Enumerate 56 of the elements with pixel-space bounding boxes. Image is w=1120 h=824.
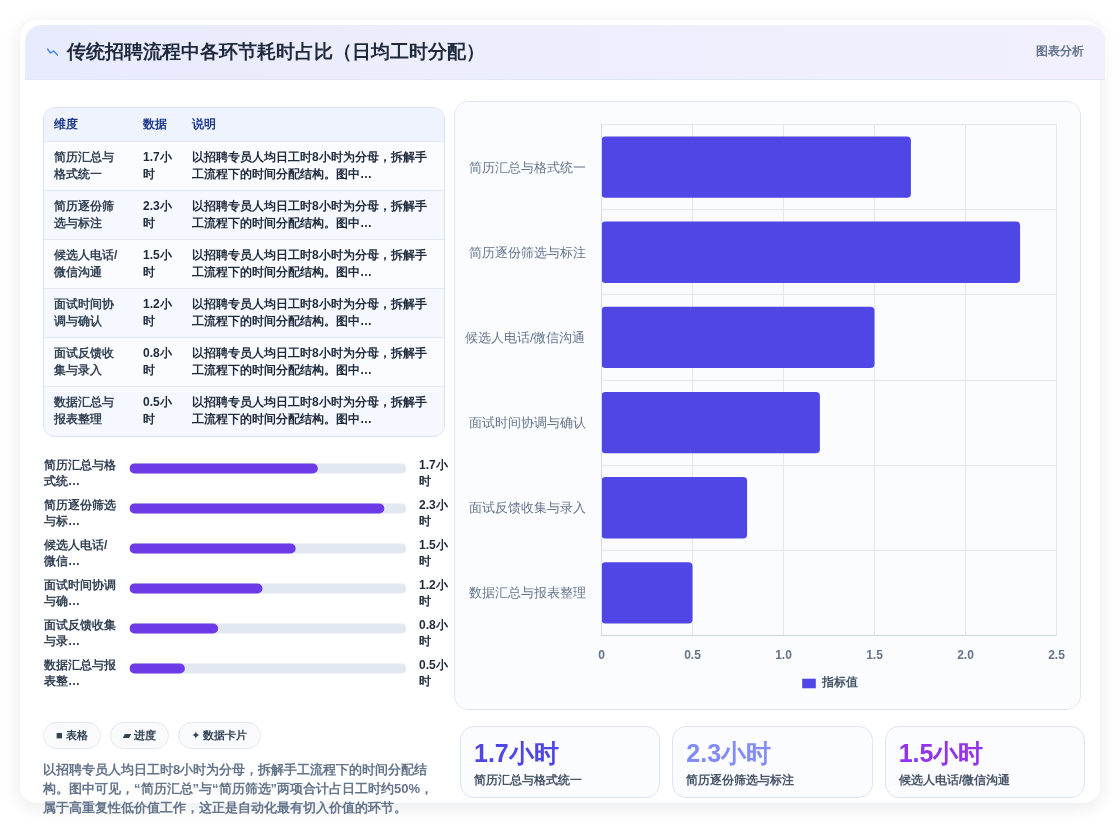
- legend-label: 指标值: [821, 674, 858, 691]
- text: 以招聘专员人均日工时8小时为分母，拆解手工流程下的时间分配结构。图中可见，“简历汇总”与“简历筛选”两项合计占日工时约50%，属于高重复性低价值工作，这正是自动化最有切入价值的环节。: [43, 761, 435, 817]
- card-value: 1.5小时: [898, 738, 984, 769]
- category-label: 候选人电话/微信沟通: [898, 772, 1011, 788]
- bar: [601, 391, 820, 454]
- y-tick-label: 面试时间协调与确认: [468, 415, 586, 431]
- category-label: 简历逐份筛选与标注: [686, 772, 796, 788]
- table-row: 简历汇总与格式统一 1.7小时 以招聘专员人均日工时8小时为分母，拆解手工流程下的时间分配结构。图中…: [44, 141, 444, 190]
- y-tick-label: 数据汇总与报表整…: [43, 657, 117, 690]
- table-row: 数据汇总与报表整理 0.5小时 以招聘专员人均日工时8小时为分母，拆解手工流程下的时间分配结构。图中…: [44, 386, 444, 435]
- table-header-cell: 数据: [133, 108, 182, 141]
- y-tick-label: 候选人电话/微信…: [43, 537, 109, 570]
- x-tick-label: 2.0: [957, 647, 975, 662]
- bar: [601, 477, 748, 539]
- table-header-cell: 说明: [182, 108, 444, 141]
- bar: [601, 221, 1021, 283]
- card: 1.7小时 简历汇总与格式统一: [460, 726, 661, 798]
- bar: [601, 562, 693, 624]
- bar: [129, 623, 219, 634]
- x-tick-label: 0.5: [684, 647, 702, 662]
- table-row: 面试时间协调与确认 1.2小时 以招聘专员人均日工时8小时为分母，拆解手工流程下的时间分配结构。图中…: [44, 288, 444, 337]
- data-label: 1.2小时: [418, 577, 449, 610]
- bar: [601, 306, 875, 369]
- y-tick-label: 面试反馈收集与录入: [468, 500, 586, 516]
- card-value: 1.7小时: [474, 738, 559, 769]
- card: 2.3小时 简历逐份筛选与标注: [672, 726, 873, 798]
- y-tick-label: 简历逐份筛选与标…: [43, 497, 117, 530]
- subtitle: 图表分析: [1036, 43, 1084, 61]
- data-label: 0.8小时: [418, 617, 449, 650]
- data-label: 0.5小时: [418, 657, 449, 690]
- button: ■ 表格: [43, 722, 101, 749]
- table-header-cell: 维度: [44, 108, 133, 141]
- y-tick-label: 数据汇总与报表整理: [468, 585, 586, 601]
- y-tick-label: 简历汇总与格式统…: [43, 457, 117, 490]
- button: ✦ 数据卡片: [178, 722, 261, 749]
- x-tick-label: 0: [598, 647, 606, 662]
- bar: [601, 136, 911, 198]
- x-tick-label: 1.0: [775, 647, 793, 662]
- x-tick-label: 2.5: [1048, 647, 1066, 662]
- data-label: 2.3小时: [418, 497, 449, 530]
- table-row: 面试反馈收集与录入 0.8小时 以招聘专员人均日工时8小时为分母，拆解手工流程下的时间分配结构。图中…: [44, 337, 444, 386]
- table-row: 简历逐份筛选与标注 2.3小时 以招聘专员人均日工时8小时为分母，拆解手工流程下的时间分配结构。图中…: [44, 190, 444, 239]
- table-row: 候选人电话/微信沟通 1.5小时 以招聘专员人均日工时8小时为分母，拆解手工流程下的时间分配结构。图中…: [44, 239, 444, 288]
- y-tick-label: 面试反馈收集与录…: [43, 617, 117, 650]
- y-tick-label: 候选人电话/微信沟通: [464, 329, 586, 345]
- y-tick-label: 简历逐份筛选与标注: [468, 244, 586, 260]
- data-label: 1.7小时: [418, 457, 449, 490]
- title: 传统招聘流程中各环节耗时占比（日均工时分配）: [67, 40, 485, 65]
- card: 1.5小时 候选人电话/微信沟通: [884, 726, 1085, 798]
- y-tick-label: 简历汇总与格式统一: [468, 159, 586, 175]
- card-value: 2.3小时: [686, 738, 772, 769]
- y-tick-label: 面试时间协调与确…: [43, 577, 117, 610]
- data-label: 1.5小时: [418, 537, 449, 570]
- x-tick-label: 1.5: [866, 647, 884, 662]
- button: ▰ 进度: [109, 722, 170, 749]
- bar: [129, 663, 185, 674]
